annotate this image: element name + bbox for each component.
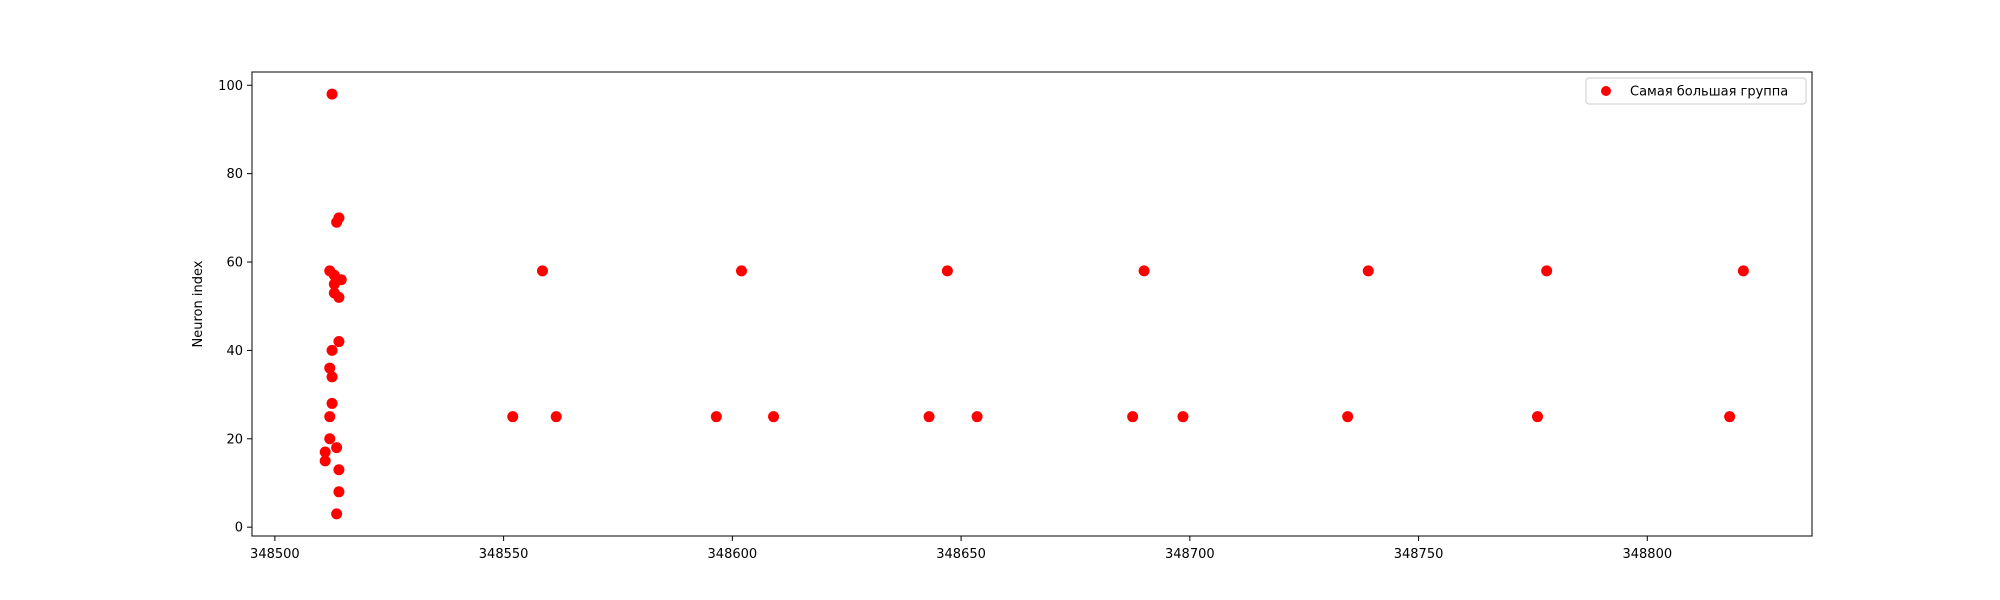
data-point (328, 278, 340, 290)
legend-label: Самая большая группа (1630, 85, 1788, 100)
x-tick-label: 348500 (250, 547, 300, 562)
data-point (333, 336, 345, 348)
x-tick-label: 348750 (1394, 547, 1444, 562)
x-tick-label: 348800 (1622, 547, 1672, 562)
y-tick-label: 60 (226, 256, 243, 271)
x-tick-label: 348600 (708, 547, 758, 562)
data-point (971, 411, 983, 423)
y-tick-label: 80 (226, 167, 243, 182)
data-point (736, 265, 748, 277)
plot-area-frame (251, 71, 1813, 537)
legend-box (1585, 77, 1807, 105)
data-point (768, 411, 780, 423)
data-point (941, 265, 953, 277)
y-tick-label: 0 (235, 521, 243, 536)
data-point (319, 446, 331, 458)
data-point (1737, 265, 1749, 277)
data-points (319, 88, 1749, 520)
x-tick-label: 348550 (479, 547, 529, 562)
data-point (331, 216, 343, 228)
data-point (319, 455, 331, 467)
data-point (1342, 411, 1354, 423)
data-point (331, 508, 343, 520)
y-axis: 0 20 40 60 80 100 (218, 79, 252, 536)
data-point (1127, 411, 1139, 423)
data-point (1724, 411, 1736, 423)
data-point (333, 291, 345, 303)
data-point (331, 442, 343, 454)
data-point (333, 464, 345, 476)
data-point (326, 88, 338, 100)
data-point (333, 486, 345, 498)
data-point (1362, 265, 1374, 277)
data-point (1138, 265, 1150, 277)
data-point (324, 362, 336, 374)
y-tick-label: 100 (218, 79, 243, 94)
data-point (1541, 265, 1553, 277)
y-axis-label: Neuron index (191, 260, 206, 347)
data-point (326, 397, 338, 409)
data-point (326, 371, 338, 383)
data-point (536, 265, 548, 277)
data-point (1532, 411, 1544, 423)
x-tick-label: 348650 (936, 547, 986, 562)
data-point (324, 411, 336, 423)
data-point (507, 411, 519, 423)
data-point (923, 411, 935, 423)
y-tick-label: 20 (226, 432, 243, 447)
legend-marker (1601, 86, 1611, 96)
data-point (710, 411, 722, 423)
legend: Самая большая группа (1585, 77, 1807, 105)
x-tick-label: 348700 (1165, 547, 1215, 562)
x-axis: 348500 348550 348600 348650 348700 348750 3488… (250, 536, 1672, 562)
data-point (324, 433, 336, 445)
data-point (326, 344, 338, 356)
data-point (1177, 411, 1189, 423)
y-tick-label: 40 (226, 344, 243, 359)
data-point (550, 411, 562, 423)
